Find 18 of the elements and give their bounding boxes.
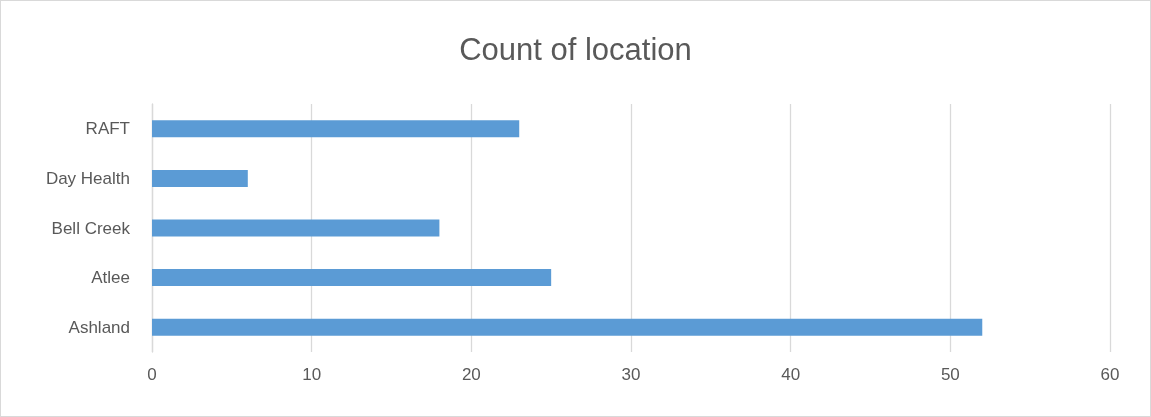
x-tick-label: 50 <box>940 365 960 384</box>
bar <box>152 219 440 237</box>
y-tick-label: Atlee <box>91 268 130 288</box>
x-tick-label: 20 <box>461 365 481 384</box>
bar <box>152 269 552 287</box>
x-tick-label: 10 <box>302 365 322 384</box>
x-tick-label: 30 <box>621 365 641 384</box>
x-tick-label: 0 <box>147 365 157 384</box>
x-tick-label: 40 <box>781 365 801 384</box>
bar <box>152 169 248 187</box>
chart-title: Count of location <box>459 32 692 67</box>
y-tick-label: Bell Creek <box>51 218 131 238</box>
bar <box>152 120 520 138</box>
x-tick-label: 60 <box>1100 365 1120 384</box>
y-tick-label: Ashland <box>68 317 130 337</box>
y-tick-label: Day Health <box>45 168 130 188</box>
bar <box>152 318 983 336</box>
y-tick-label: RAFT <box>85 119 130 139</box>
